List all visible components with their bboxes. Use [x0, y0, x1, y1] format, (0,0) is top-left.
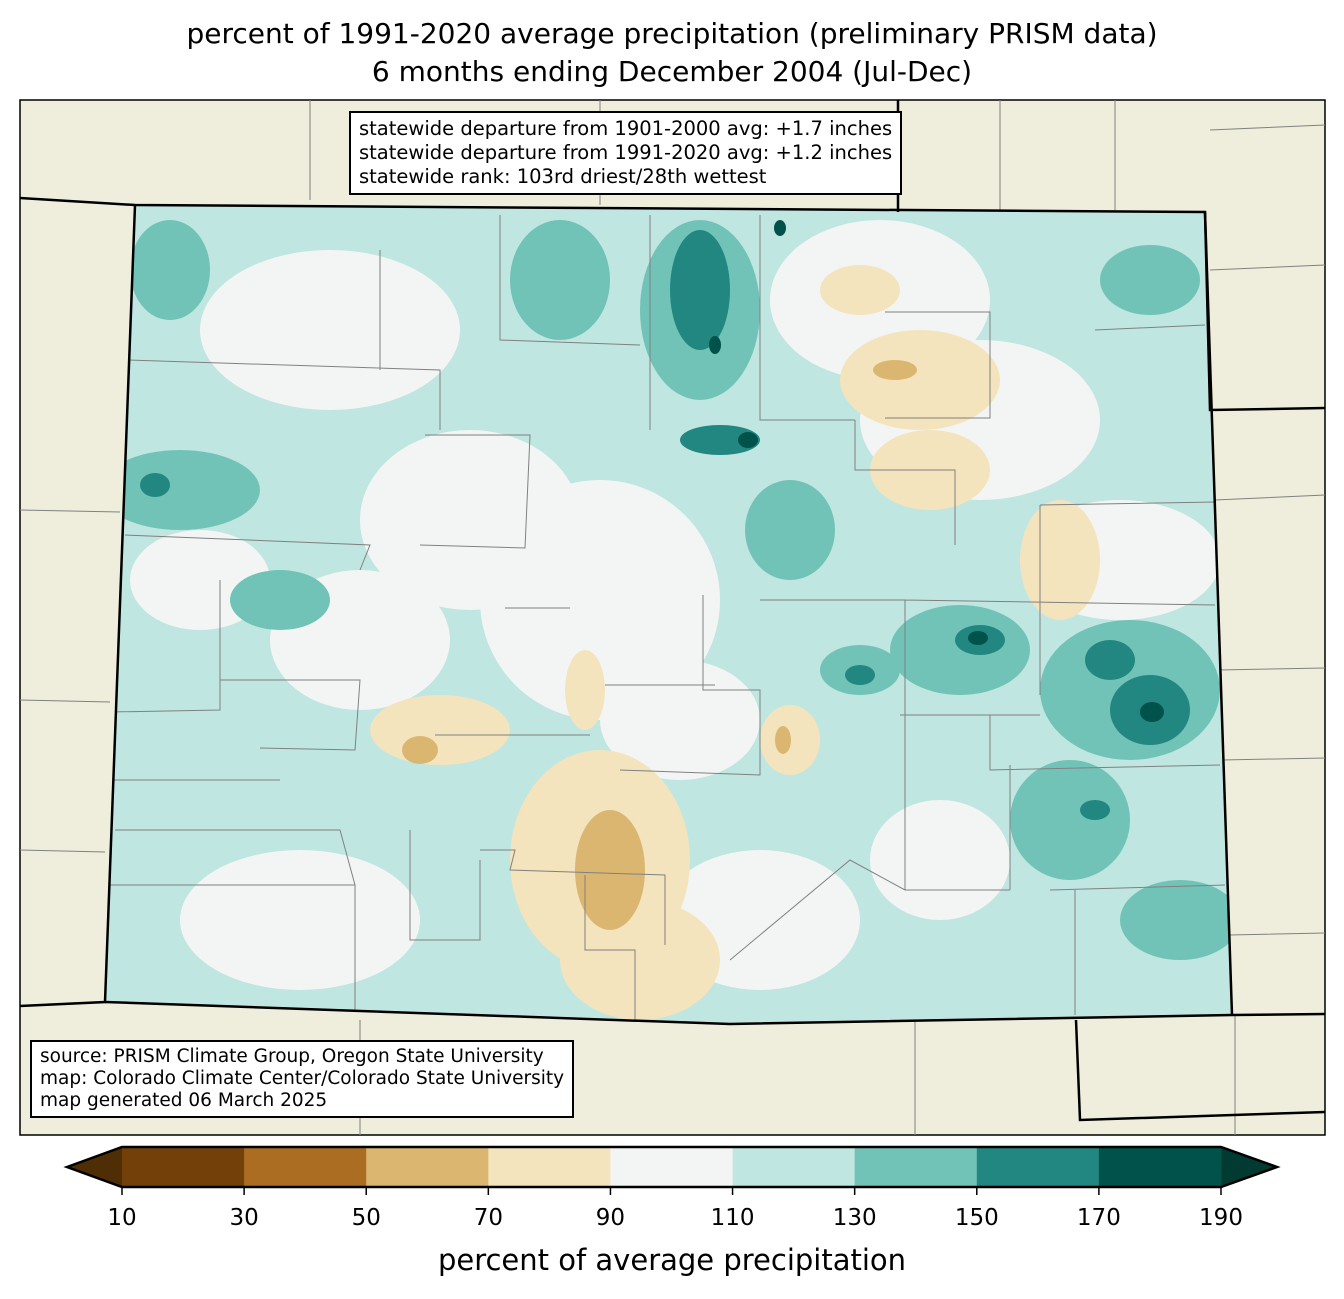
colorbar-tick-label: 90: [595, 1205, 626, 1231]
colorbar-tick-label: 30: [229, 1205, 259, 1231]
colorbar-tick-label: 190: [1199, 1205, 1243, 1231]
colorbar-segment: [976, 1147, 1100, 1187]
state-border-south: [104, 1000, 1326, 1026]
colorbar-under-arrow: [67, 1147, 122, 1187]
colorbar: [63, 1145, 1281, 1195]
statewide-stats-box: statewide departure from 1901-2000 avg: …: [349, 111, 903, 195]
state-border-east: [1203, 211, 1234, 1016]
source-line: source: PRISM Climate Group, Oregon Stat…: [40, 1046, 544, 1067]
colorbar-tick-label: 150: [954, 1205, 999, 1231]
colorbar-over-arrow: [1221, 1147, 1277, 1187]
map-title-line2: 6 months ending December 2004 (Jul-Dec): [371, 55, 973, 88]
precip-field: [105, 205, 1232, 1024]
colorbar-tick-label: 50: [351, 1205, 381, 1231]
colorbar-tick-label: 10: [107, 1205, 137, 1231]
colorbar-segment: [488, 1147, 611, 1187]
colorbar-tick-label: 110: [710, 1205, 755, 1231]
colorbar-segment: [366, 1147, 489, 1187]
colorbar-tick-label: 70: [473, 1205, 503, 1231]
stats-line: statewide departure from 1901-2000 avg: …: [359, 117, 893, 140]
colorbar-segment: [854, 1147, 978, 1187]
colorbar-tick-label: 130: [832, 1205, 877, 1231]
source-line: map: Colorado Climate Center/Colorado St…: [40, 1068, 565, 1089]
colorbar-tick-label: 170: [1076, 1205, 1121, 1231]
source-box: source: PRISM Climate Group, Oregon Stat…: [30, 1040, 575, 1118]
source-line: map generated 06 March 2025: [40, 1090, 328, 1111]
colorbar-segment: [732, 1147, 856, 1187]
colorbar-segment: [610, 1147, 734, 1187]
stats-line: statewide departure from 1991-2020 avg: …: [359, 141, 893, 164]
colorbar-segment: [122, 1147, 245, 1187]
colorbar-segment: [1098, 1147, 1222, 1187]
stats-line: statewide rank: 103rd driest/28th wettes…: [359, 165, 767, 188]
county-lines: [105, 215, 1226, 1020]
colorbar-segment: [244, 1147, 367, 1187]
colorbar-label: percent of average precipitation: [437, 1243, 907, 1277]
map-title-line1: percent of 1991-2020 average precipitati…: [186, 17, 1158, 50]
oklahoma-border: [1074, 1019, 1326, 1122]
